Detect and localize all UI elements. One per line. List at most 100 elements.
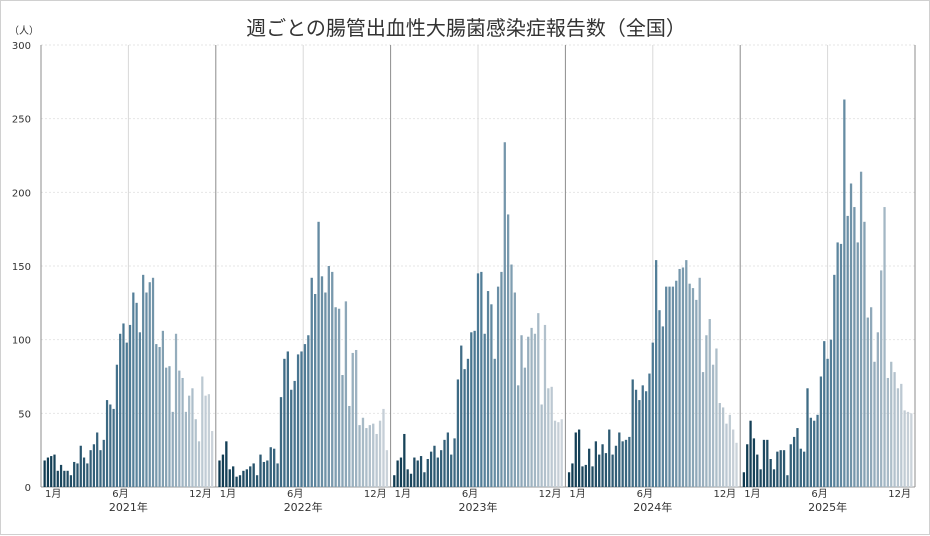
bar	[337, 308, 341, 487]
bar	[873, 361, 876, 487]
bar	[705, 335, 708, 487]
bar	[450, 454, 453, 487]
month-label-mid: 6月	[637, 488, 653, 500]
bar	[221, 454, 225, 487]
bar	[527, 336, 530, 487]
bar	[148, 282, 151, 487]
bar	[806, 388, 809, 487]
bar	[658, 310, 661, 487]
bar	[109, 404, 112, 487]
bar	[779, 450, 782, 487]
bar	[317, 221, 320, 488]
bar	[483, 333, 486, 487]
bar	[571, 463, 574, 487]
bar	[665, 286, 668, 487]
bar	[846, 215, 849, 487]
bar	[273, 448, 276, 487]
bar	[178, 370, 181, 487]
y-tick-label-100: 100	[12, 336, 31, 347]
bar	[115, 364, 119, 487]
bar	[276, 463, 279, 487]
bar	[732, 429, 735, 487]
bar	[752, 438, 756, 487]
bar	[145, 292, 148, 487]
bar	[50, 456, 53, 487]
bar	[675, 280, 678, 487]
bar	[866, 317, 869, 487]
bar	[611, 454, 614, 487]
bar	[789, 444, 792, 487]
bar	[396, 460, 399, 487]
month-label-mid: 6月	[811, 488, 827, 500]
bar	[368, 425, 371, 487]
bar	[513, 292, 516, 487]
bar	[300, 351, 303, 487]
bar	[503, 142, 506, 488]
bar	[158, 347, 161, 487]
bar	[99, 450, 102, 487]
bar	[588, 448, 591, 487]
bar	[385, 450, 389, 487]
bar	[165, 367, 168, 487]
bar	[772, 469, 776, 487]
bar	[517, 385, 520, 487]
y-tick-label-250: 250	[12, 115, 31, 126]
bar	[429, 451, 433, 487]
bar	[853, 207, 856, 488]
bar	[540, 404, 543, 487]
bar	[634, 389, 638, 487]
bar	[138, 332, 142, 487]
month-label-start: 1月	[569, 488, 585, 500]
bar	[132, 292, 135, 487]
bar	[79, 445, 82, 487]
chart-title: 週ごとの腸管出血性大腸菌感染症報告数（全国）	[246, 16, 686, 40]
bar	[624, 439, 628, 487]
bar	[419, 456, 423, 487]
bar	[520, 335, 523, 487]
month-label-mid: 6月	[462, 488, 478, 500]
bar	[900, 383, 903, 487]
bar	[470, 332, 473, 487]
month-label-end: 12月	[888, 488, 911, 500]
bar	[886, 377, 890, 487]
bar	[191, 388, 194, 487]
bar	[218, 460, 221, 487]
bar	[869, 307, 873, 487]
bar	[348, 405, 351, 487]
bar	[105, 400, 109, 487]
bar	[66, 470, 69, 487]
bar	[69, 475, 73, 487]
bar	[829, 339, 833, 487]
bar	[735, 442, 738, 487]
bar	[211, 431, 214, 487]
bar	[762, 439, 766, 487]
bar	[799, 448, 802, 487]
bar	[122, 323, 125, 487]
bar	[46, 457, 50, 487]
bar	[307, 335, 310, 487]
bar	[63, 470, 66, 487]
bar	[378, 420, 382, 487]
bar	[560, 419, 563, 487]
axes: 0 50 100 150 200 250 300 1月 6月 12月 2021年 1月 6月 12月 202…	[12, 41, 916, 514]
bar	[903, 410, 906, 487]
bar	[530, 327, 533, 487]
y-tick-label-0: 0	[25, 483, 31, 494]
bar	[76, 463, 79, 487]
bar	[249, 466, 252, 487]
bar	[698, 277, 701, 487]
bar	[721, 407, 725, 487]
bar	[238, 475, 242, 487]
bar	[685, 260, 688, 487]
bar	[296, 354, 300, 487]
bar	[557, 422, 560, 487]
bar	[486, 291, 490, 487]
bar	[128, 324, 132, 487]
bar	[621, 441, 624, 487]
bar	[678, 268, 681, 487]
bar	[803, 451, 806, 487]
bar	[769, 459, 772, 487]
month-label-mid: 6月	[112, 488, 128, 500]
y-axis-unit: （人）	[9, 25, 39, 37]
bar	[631, 379, 634, 487]
